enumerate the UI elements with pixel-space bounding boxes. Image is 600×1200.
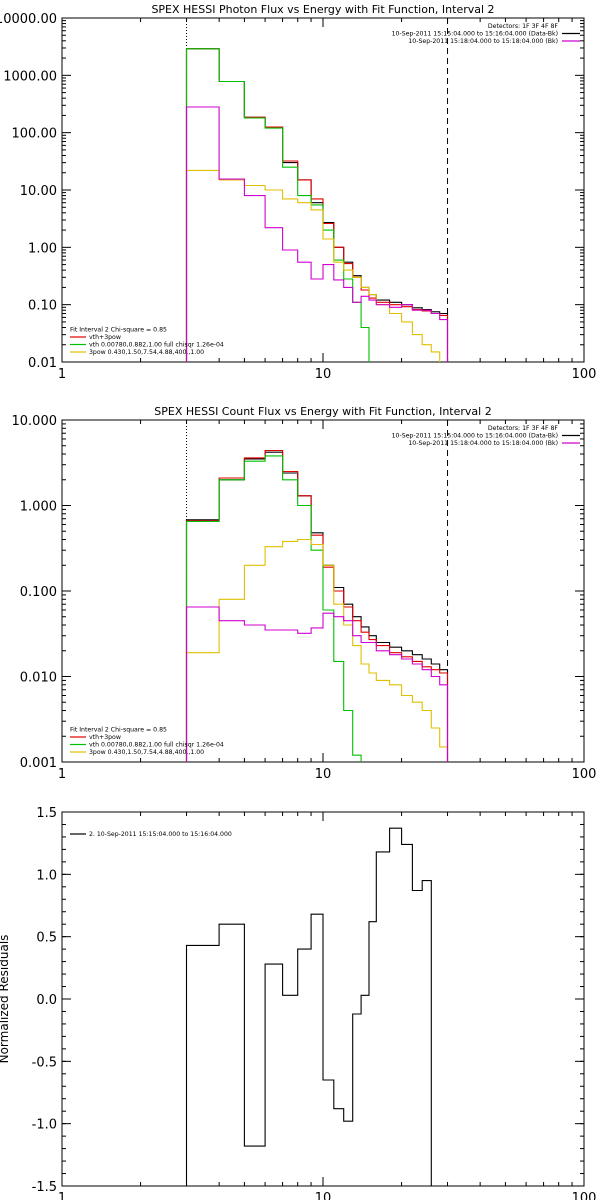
y-tick-label: 1.5 [36,806,57,821]
series-line-bk [185,106,449,362]
header-line: Detectors: 1F 3F 4F 8F [488,23,559,30]
y-tick-label: 0.001 [20,756,57,771]
y-tick-label: 10.00 [20,184,57,199]
legend-entry: Fit Interval 2 Chi-square = 0.85 [70,327,167,334]
x-tick-label: 10 [315,767,332,782]
legend-block: Fit Interval 2 Chi-square = 0.85vth+3pow… [70,327,224,356]
x-tick-label: 10 [315,1191,332,1200]
header-line: 10-Sep-2011 15:15:04.000 to 15:16:04.000… [392,31,558,38]
chart-panel-2: SPEX HESSI Count Flux vs Energy with Fit… [12,405,597,782]
legend-entry: vth+3pow [89,734,121,741]
y-tick-label: 0.010 [20,671,57,686]
x-tick-label: 100 [572,767,597,782]
y-axis-label: Normalized Residuals [0,935,11,1064]
y-tick-label: -1.0 [32,1118,57,1133]
y-tick-label: 1.000 [20,500,57,515]
y-tick-label: 0.01 [28,356,57,371]
x-tick-label: 10 [315,367,332,382]
y-tick-label: 10000.00 [0,12,57,27]
series-line-2-10-sep-2011-15-15-04-000-to-15-16-04-000 [185,827,432,1186]
header-line: Detectors: 1F 3F 4F 8F [488,425,559,432]
y-tick-label: 100.00 [12,127,58,142]
y-tick-label: 0.5 [36,931,57,946]
legend-block: Fit Interval 2 Chi-square = 0.85vth+3pow… [70,727,224,756]
header-line: 10-Sep-2011 15:18:04.000 to 15:18:04.000… [408,440,558,447]
legend-entry: 2. 10-Sep-2011 15:15:04.000 to 15:16:04.… [89,831,232,838]
y-tick-label: 0.100 [20,585,57,600]
series-line-vth-3pow [185,449,449,762]
series-line-bk [185,606,449,762]
chart-title: SPEX HESSI Photon Flux vs Energy with Fi… [151,3,494,16]
chart-title: SPEX HESSI Count Flux vs Energy with Fit… [154,405,491,418]
x-tick-label: 1 [58,1191,66,1200]
legend-entry: 3pow 0.430,1.50,7.54,4.88,400.,1.00 [89,749,204,756]
legend-entry: Fit Interval 2 Chi-square = 0.85 [70,727,167,734]
legend-entry: vth 0.00780,0.882,1.00 full chisqr 1.26e… [89,342,224,349]
legend-entry: vth+3pow [89,334,121,341]
y-tick-label: 1.00 [28,241,57,256]
y-tick-label: -1.5 [32,1180,57,1195]
series-line-vth [185,455,362,762]
x-tick-label: 1 [58,767,66,782]
series-group [185,827,432,1186]
series-line-3pow [185,169,441,362]
y-tick-label: 0.0 [36,993,57,1008]
y-tick-label: 1000.00 [3,69,57,84]
x-tick-label: 100 [572,367,597,382]
chart-panel-1: SPEX HESSI Photon Flux vs Energy with Fi… [0,3,597,382]
y-tick-label: 0.10 [28,299,57,314]
chart-panel-3: 1 10 100 -1.5 -1.0 -0.5 0.0 0.5 1.0 1.5 Normalized… [0,806,596,1200]
x-tick-label: 100 [572,1191,597,1200]
y-tick-label: -0.5 [32,1055,57,1070]
legend-entry: vth 0.00780,0.882,1.00 full chisqr 1.26e… [89,742,224,749]
y-tick-label: 1.0 [36,868,57,883]
y-tick-label: 10.000 [12,414,58,429]
x-tick-label: 1 [58,367,66,382]
legend-entry: 3pow 0.430,1.50,7.54,4.88,400.,1.00 [89,349,204,356]
header-line: 10-Sep-2011 15:15:04.000 to 15:16:04.000… [392,433,558,440]
series-group [185,48,449,362]
series-group [185,449,449,762]
legend-block: 2. 10-Sep-2011 15:15:04.000 to 15:16:04.… [70,831,232,838]
header-line: 10-Sep-2011 15:18:04.000 to 15:18:04.000… [408,38,558,45]
